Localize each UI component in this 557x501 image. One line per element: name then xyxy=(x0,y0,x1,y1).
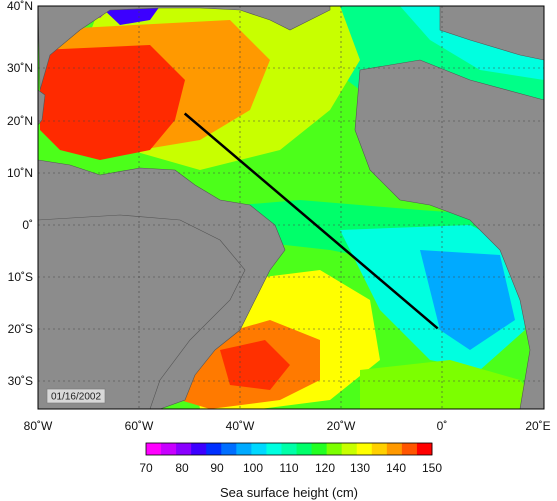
lat-tick-label: 30˚S xyxy=(8,374,33,388)
colorbar-tick-label: 140 xyxy=(386,461,406,475)
colorbar-swatch xyxy=(161,443,177,455)
colorbar-title: Sea surface height (cm) xyxy=(220,485,358,500)
lon-tick-label: 0˚ xyxy=(437,419,448,433)
land-europe xyxy=(439,6,544,61)
lat-tick-label: 40˚N xyxy=(7,0,33,13)
colorbar-swatch xyxy=(251,443,267,455)
ssh-region-south-green xyxy=(360,360,544,409)
lat-tick-label: 10˚N xyxy=(7,166,33,180)
colorbar-swatch xyxy=(326,443,343,455)
lon-tick-label: 20˚E xyxy=(525,419,550,433)
longitude-axis: 80˚W 60˚W 40˚W 20˚W 0˚ 20˚E xyxy=(24,419,551,433)
land-africa xyxy=(354,59,544,409)
colorbar-swatch xyxy=(281,443,297,455)
colorbar-swatch xyxy=(176,443,192,455)
colorbar-tick-label: 80 xyxy=(175,461,189,475)
date-stamp-text: 01/16/2002 xyxy=(51,392,101,403)
lat-tick-label: 20˚N xyxy=(7,114,33,128)
land-south-america-interior xyxy=(38,214,246,409)
colorbar-labels: 70 80 90 100 110 120 130 140 150 xyxy=(139,461,442,475)
land-florida-gulf xyxy=(38,89,46,126)
lat-tick-label: 10˚S xyxy=(8,270,33,284)
colorbar-swatch xyxy=(221,443,237,455)
colorbar-tick-label: 150 xyxy=(422,461,442,475)
colorbar-swatch xyxy=(296,443,312,455)
colorbar-tick-label: 110 xyxy=(279,461,298,475)
graticule xyxy=(38,6,544,409)
colorbar-tick-label: 70 xyxy=(139,461,153,475)
colorbar-swatch xyxy=(371,443,388,455)
colorbar-swatch xyxy=(356,443,373,455)
ssh-region-southwest-red xyxy=(220,340,290,390)
ssh-region-caribbean-red xyxy=(40,45,185,160)
colorbar-swatch xyxy=(401,443,418,455)
ssh-region-gulfstream-blue xyxy=(100,6,160,25)
colorbar-swatch xyxy=(386,443,403,455)
map-frame xyxy=(37,5,545,410)
ssh-region-south-blue xyxy=(420,250,515,350)
colorbar-swatch xyxy=(206,443,222,455)
lat-tick-label: 0˚ xyxy=(22,218,33,232)
lon-tick-label: 60˚W xyxy=(125,419,154,433)
lat-tick-label: 20˚S xyxy=(8,322,33,336)
colorbar-tick-label: 130 xyxy=(350,461,370,475)
date-stamp: 01/16/2002 xyxy=(46,388,106,404)
colorbar-tick-label: 120 xyxy=(315,461,335,475)
colorbar-swatch xyxy=(341,443,358,455)
colorbar-swatch xyxy=(236,443,252,455)
colorbar-swatch xyxy=(311,443,328,455)
lat-tick-label: 30˚N xyxy=(7,61,33,75)
land-masses xyxy=(38,6,544,409)
lon-tick-label: 20˚W xyxy=(327,419,356,433)
map-plot-area xyxy=(38,6,544,409)
colorbar-tick-label: 90 xyxy=(210,461,224,475)
latitude-axis: 40˚N 30˚N 20˚N 10˚N 0˚ 10˚S 20˚S 30˚S xyxy=(7,0,33,388)
colorbar-swatch xyxy=(416,443,433,455)
colorbar: 70 80 90 100 110 120 130 140 150 Sea sur… xyxy=(139,442,442,500)
lon-tick-label: 40˚W xyxy=(226,419,255,433)
colorbar-swatch xyxy=(266,443,282,455)
date-stamp-box xyxy=(46,388,106,404)
colorbar-swatch xyxy=(146,443,162,455)
lon-tick-label: 80˚W xyxy=(24,419,53,433)
land-north-america xyxy=(38,6,331,91)
section-transect-line xyxy=(183,112,439,330)
colorbar-swatches xyxy=(146,443,433,455)
colorbar-swatch xyxy=(191,443,207,455)
colorbar-frame xyxy=(145,442,433,456)
colorbar-tick-label: 100 xyxy=(243,461,263,475)
